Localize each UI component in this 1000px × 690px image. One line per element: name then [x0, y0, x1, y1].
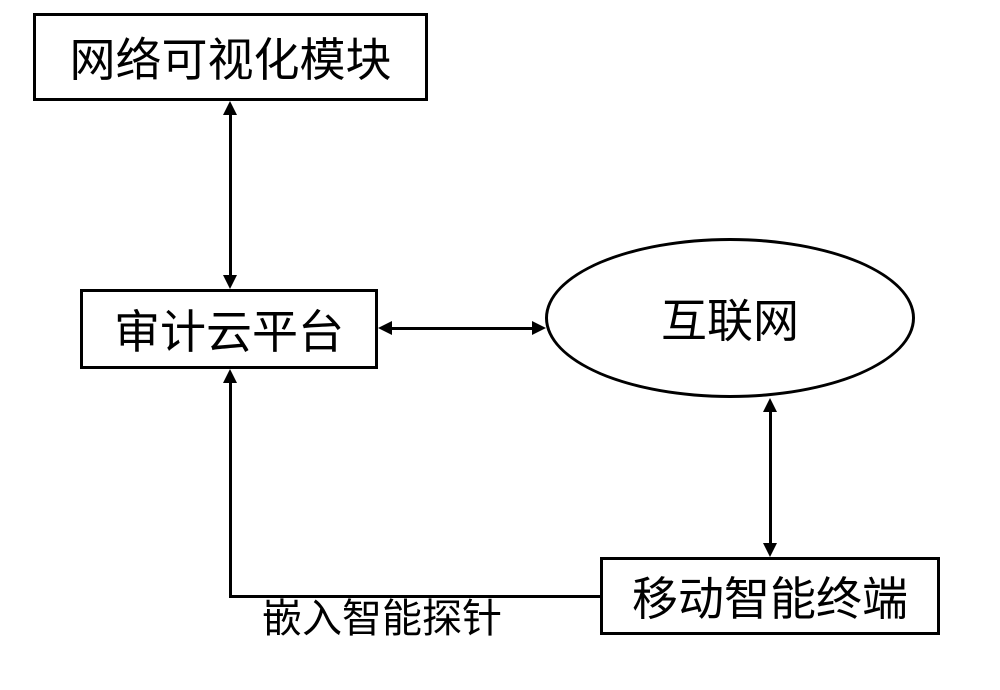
node-mobile-smart-terminal: 移动智能终端: [600, 557, 940, 635]
diagram-canvas: 网络可视化模块 审计云平台 互联网 移动智能终端 嵌入智能探针: [0, 0, 1000, 690]
node-label: 网络可视化模块: [70, 24, 392, 90]
arrow-up-icon: [223, 369, 237, 383]
arrow-down-icon: [223, 275, 237, 289]
node-audit-cloud-platform: 审计云平台: [80, 289, 378, 369]
node-label: 移动智能终端: [632, 563, 908, 629]
arrow-up-icon: [763, 398, 777, 412]
node-network-visualization-module: 网络可视化模块: [33, 13, 428, 101]
node-internet: 互联网: [545, 238, 915, 398]
edge-n2-n3: [392, 327, 532, 330]
arrow-right-icon: [532, 321, 546, 335]
edge-n1-n2: [229, 115, 232, 275]
arrow-down-icon: [763, 543, 777, 557]
arrow-up-icon: [223, 101, 237, 115]
edge-n4-n2-vertical: [229, 383, 232, 597]
arrow-left-icon: [378, 321, 392, 335]
node-label: 审计云平台: [114, 296, 344, 362]
edge-label-embedded-smart-probe: 嵌入智能探针: [262, 586, 502, 644]
edge-n3-n4: [769, 412, 772, 543]
node-label: 互联网: [661, 285, 799, 351]
